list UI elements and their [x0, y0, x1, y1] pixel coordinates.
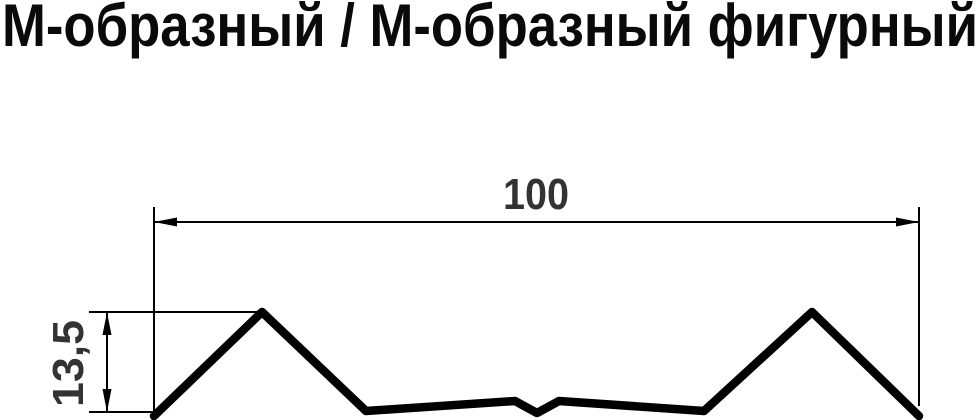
m-profile-outline [149, 307, 924, 420]
width-dimension: 100 [153, 170, 920, 413]
width-dimension-value: 100 [503, 170, 569, 219]
page-title: М-образный / М-образный фигурный [2, 0, 978, 59]
arrow-right-icon [896, 217, 919, 227]
arrow-left-icon [154, 217, 177, 227]
height-dimension: 13,5 [44, 311, 262, 413]
height-dimension-value: 13,5 [44, 320, 93, 407]
arrow-down-icon [102, 389, 112, 412]
arrow-up-icon [102, 312, 112, 335]
